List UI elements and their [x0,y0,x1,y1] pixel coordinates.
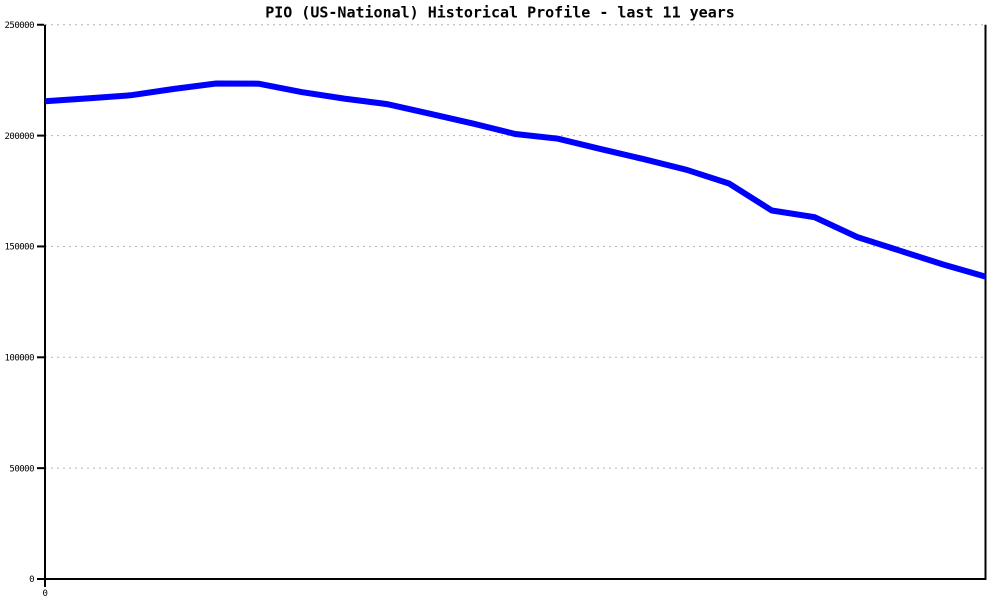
data-series-line [44,80,987,280]
y-axis-labels: 0 50000 100000 150000 200000 250000 [4,21,34,585]
y-tick-label: 200000 [4,132,34,142]
chart-title: PIO (US-National) Historical Profile - l… [265,4,735,22]
x-tick-label: 0 [43,589,48,599]
y-tick-label: 250000 [4,21,34,31]
gridlines [45,24,986,469]
axes [44,24,987,580]
y-tick-label: 100000 [4,354,34,364]
x-axis-labels: 0 [43,589,49,599]
y-tick-label: 150000 [4,243,34,253]
y-tick-label: 50000 [9,464,34,474]
y-tick-label: 0 [29,575,34,585]
axis-ticks [37,23,46,587]
